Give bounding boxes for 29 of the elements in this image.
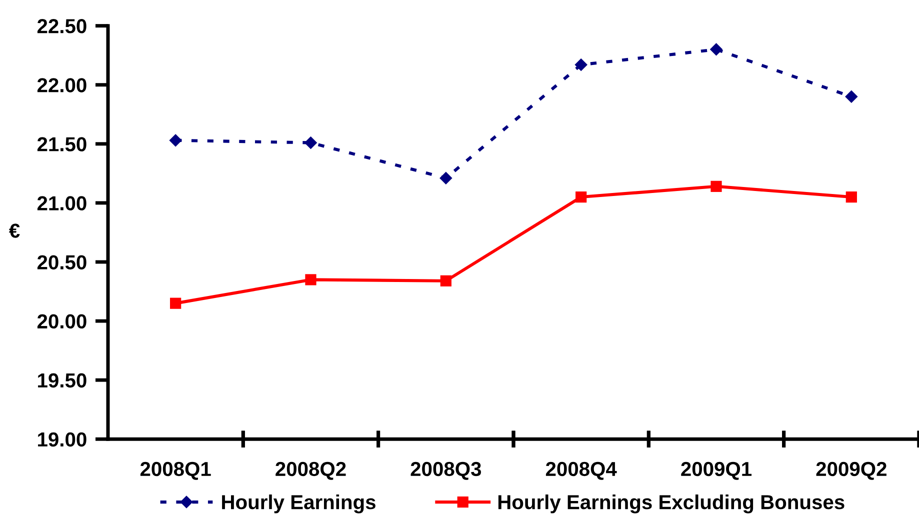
legend-label: Hourly Earnings Excluding Bonuses — [498, 494, 844, 514]
x-tick-label: 2008Q1 — [140, 462, 211, 480]
x-tick-label: 2009Q1 — [681, 462, 752, 480]
point — [170, 298, 182, 309]
point — [576, 191, 587, 203]
y-tick-label: 19.00 — [38, 432, 86, 447]
point — [440, 172, 452, 185]
point — [710, 180, 722, 192]
y-tick-label: 21.50 — [37, 137, 86, 152]
legend-label: Hourly Earnings — [222, 494, 376, 514]
y-tick-label: 22.50 — [37, 19, 86, 34]
y-tick-label: 20.00 — [37, 314, 86, 329]
point — [846, 191, 857, 203]
y-tick-label: 20.50 — [37, 255, 86, 270]
point — [304, 136, 318, 150]
point — [169, 134, 182, 147]
point — [440, 275, 452, 286]
x-tick-label: 2009Q2 — [816, 462, 886, 480]
y-tick-label: 19.50 — [38, 373, 86, 388]
y-axis-title: € — [9, 224, 20, 238]
x-tick-label: 2008Q3 — [410, 462, 482, 480]
x-tick-label: 2008Q2 — [276, 462, 346, 480]
x-tick-label: 2008Q4 — [546, 462, 617, 480]
point — [845, 90, 858, 104]
point — [305, 274, 316, 286]
point — [710, 43, 723, 56]
y-tick-label: 21.00 — [37, 196, 86, 210]
y-tick-label: 22.00 — [37, 78, 86, 92]
point — [574, 58, 588, 72]
